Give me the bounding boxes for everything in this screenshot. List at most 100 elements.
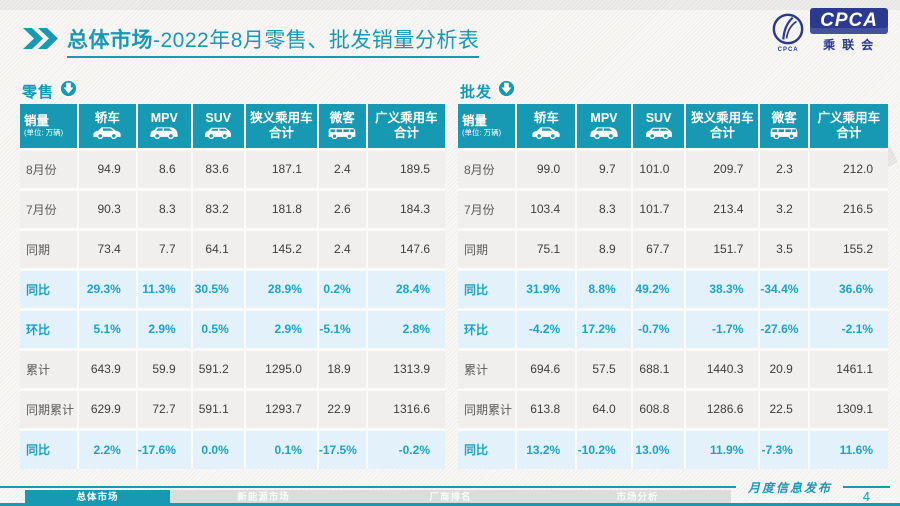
section-title: 零售 (22, 83, 55, 101)
footer-tab-3[interactable]: 厂商排名 (357, 490, 544, 506)
footer-note: 月度信息发布 (747, 481, 832, 495)
cell-value: 608.8 (630, 387, 686, 429)
column-label: 狭义乘用车 合计 (250, 111, 313, 140)
cpca-logo: CPCA CPCA 乘联会 (771, 8, 888, 53)
cell-value: 1440.3 (684, 347, 760, 389)
cell-value: 591.2 (190, 347, 245, 389)
cpca-logo-text: CPCA (810, 8, 888, 34)
row-label: 同期 (20, 227, 78, 269)
cell-value: 145.2 (243, 227, 318, 269)
column-label: 广义乘用车 合计 (817, 111, 881, 140)
cpca-emblem-caption: CPCA (777, 47, 799, 53)
cell-value: 688.1 (630, 347, 686, 389)
cell-value: 22.5 (758, 387, 809, 429)
column-label: 微客 (771, 111, 797, 126)
header-row: 销量 (单位: 万辆) 轿车 MPV SUV 狭义乘用车 合计 微客 广义乘用车 合计 (458, 104, 888, 149)
retail-section-label: 零售 (22, 79, 78, 103)
cell-value: 8.3 (575, 187, 632, 229)
cell-value: 11.9% (684, 427, 760, 469)
unit-note: (单位: 万辆) (462, 128, 502, 138)
cell-value: 11.3% (135, 267, 192, 309)
sedan-icon (517, 126, 575, 140)
row-label: 8月份 (20, 147, 78, 189)
cell-value: 18.9 (316, 347, 367, 389)
section-title: 批发 (460, 83, 493, 101)
table-row: 同期累计 613.8 64.0 608.8 1286.6 22.5 1309.1 (458, 387, 888, 429)
mpv-icon (577, 126, 630, 140)
cell-value: 90.3 (76, 187, 137, 229)
footer-tab-4[interactable]: 市场分析 (544, 490, 731, 506)
cell-value: 1316.6 (365, 387, 445, 429)
cell-value: 0.0% (190, 427, 245, 469)
cell-value: 17.2% (575, 307, 632, 349)
wholesale-table: 销量 (单位: 万辆) 轿车 MPV SUV 狭义乘用车 合计 微客 广义乘用车 合计 8月份 9… (458, 104, 888, 469)
page-title-block: 总体市场-2022年8月零售、批发销量分析表 (22, 24, 480, 58)
cell-value: 3.2 (758, 187, 809, 229)
cell-value: 28.4% (365, 267, 445, 309)
cell-value: 5.1% (76, 307, 137, 349)
row-label: 同期累计 (458, 387, 517, 429)
row-label: 同期累计 (20, 387, 78, 429)
table-row: 环比 -4.2% 17.2% -0.7% -1.7% -27.6% -2.1% (458, 307, 888, 349)
cell-value: 2.4 (316, 227, 367, 269)
cell-value: -0.2% (365, 427, 445, 469)
column-header: 狭义乘用车 合计 (243, 104, 318, 149)
column-header: MPV (135, 104, 192, 149)
cell-value: 94.9 (76, 147, 137, 189)
footer-tab-1[interactable]: 总体市场 (25, 490, 170, 506)
cell-value: 151.7 (684, 227, 760, 269)
column-label: MPV (150, 111, 178, 126)
table-row: 同期 75.1 8.9 67.7 151.7 3.5 155.2 (458, 227, 888, 269)
cell-value: 189.5 (365, 147, 445, 189)
cell-value: 67.7 (630, 227, 686, 269)
cell-value: 2.3 (758, 147, 809, 189)
cell-value: 64.0 (575, 387, 632, 429)
unit-header: 销量 (单位: 万辆) (20, 104, 78, 149)
table-row: 同期 73.4 7.7 64.1 145.2 2.4 147.6 (20, 227, 445, 269)
row-label: 累计 (20, 347, 78, 389)
column-header: 轿车 (515, 104, 577, 149)
cell-value: -17.6% (135, 427, 192, 469)
footer-tab-bar: 总体市场 新能源市场 厂商排名 市场分析 (25, 490, 731, 506)
cell-value: 213.4 (684, 187, 760, 229)
cell-value: 11.6% (807, 427, 888, 469)
unit-label: 销量 (24, 113, 50, 128)
cell-value: 99.0 (515, 147, 577, 189)
page-title-prefix: 总体市场 (67, 29, 153, 52)
cell-value: 181.8 (243, 187, 318, 229)
cell-value: 72.7 (135, 387, 192, 429)
cell-value: 1286.6 (684, 387, 760, 429)
table-row: 7月份 103.4 8.3 101.7 213.4 3.2 216.5 (458, 187, 888, 229)
cell-value: 29.3% (76, 267, 137, 309)
bottom-accent-bar (0, 503, 900, 506)
cell-value: 30.5% (190, 267, 245, 309)
cell-value: 7.7 (135, 227, 192, 269)
cell-value: 20.9 (758, 347, 809, 389)
cell-value: -34.4% (758, 267, 809, 309)
column-label: SUV (645, 111, 672, 126)
cpca-logo-subtext: 乘联会 (823, 38, 881, 52)
cell-value: 38.3% (684, 267, 760, 309)
cell-value: 73.4 (76, 227, 137, 269)
suv-icon (193, 126, 244, 140)
unit-header: 销量 (单位: 万辆) (458, 104, 517, 149)
row-label: 8月份 (458, 147, 517, 189)
row-label: 同比 (20, 427, 78, 469)
footer-tab-2[interactable]: 新能源市场 (170, 490, 357, 506)
row-label: 7月份 (458, 187, 517, 229)
column-label: 狭义乘用车 合计 (691, 111, 754, 140)
cell-value: 212.0 (807, 147, 888, 189)
cell-value: 8.6 (135, 147, 192, 189)
data-table: 销量 (单位: 万辆) 轿车 MPV SUV 狭义乘用车 合计 微客 广义乘用车 合计 8月份 9… (458, 104, 888, 469)
cell-value: -0.7% (630, 307, 686, 349)
column-header: 广义乘用车 合计 (807, 104, 888, 149)
cell-value: 8.8% (575, 267, 632, 309)
column-header: MPV (575, 104, 632, 149)
top-strip (0, 0, 900, 10)
data-table: 销量 (单位: 万辆) 轿车 MPV SUV 狭义乘用车 合计 微客 广义乘用车 合计 8月份 9… (20, 104, 445, 469)
header-row: 销量 (单位: 万辆) 轿车 MPV SUV 狭义乘用车 合计 微客 广义乘用车 合计 (20, 104, 445, 149)
column-header: 狭义乘用车 合计 (684, 104, 760, 149)
cpca-emblem-icon (772, 13, 804, 45)
unit-label: 销量 (462, 113, 488, 128)
cell-value: 216.5 (807, 187, 888, 229)
